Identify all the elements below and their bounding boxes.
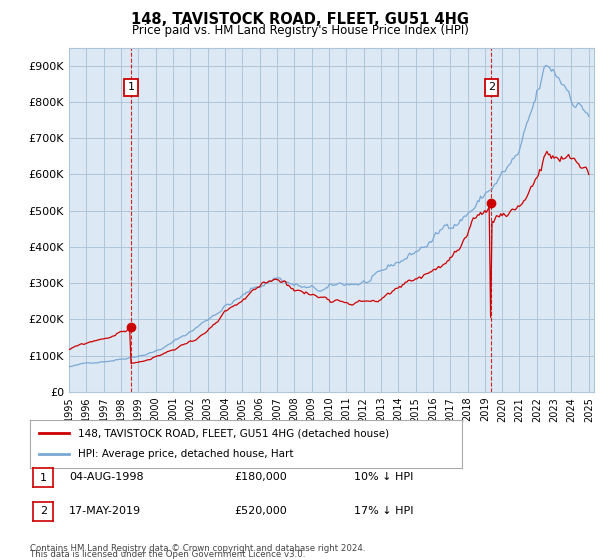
- Text: 1: 1: [128, 82, 134, 92]
- Text: 2: 2: [488, 82, 495, 92]
- Text: 2: 2: [40, 506, 47, 516]
- Text: 148, TAVISTOCK ROAD, FLEET, GU51 4HG: 148, TAVISTOCK ROAD, FLEET, GU51 4HG: [131, 12, 469, 27]
- Text: 1: 1: [40, 473, 47, 483]
- Text: This data is licensed under the Open Government Licence v3.0.: This data is licensed under the Open Gov…: [30, 550, 305, 559]
- Text: 17% ↓ HPI: 17% ↓ HPI: [354, 506, 413, 516]
- Text: 10% ↓ HPI: 10% ↓ HPI: [354, 472, 413, 482]
- Text: Contains HM Land Registry data © Crown copyright and database right 2024.: Contains HM Land Registry data © Crown c…: [30, 544, 365, 553]
- Text: 04-AUG-1998: 04-AUG-1998: [69, 472, 143, 482]
- Text: £180,000: £180,000: [234, 472, 287, 482]
- Text: Price paid vs. HM Land Registry's House Price Index (HPI): Price paid vs. HM Land Registry's House …: [131, 24, 469, 36]
- Text: HPI: Average price, detached house, Hart: HPI: Average price, detached house, Hart: [77, 449, 293, 459]
- Text: 148, TAVISTOCK ROAD, FLEET, GU51 4HG (detached house): 148, TAVISTOCK ROAD, FLEET, GU51 4HG (de…: [77, 428, 389, 438]
- Text: £520,000: £520,000: [234, 506, 287, 516]
- Text: 17-MAY-2019: 17-MAY-2019: [69, 506, 141, 516]
